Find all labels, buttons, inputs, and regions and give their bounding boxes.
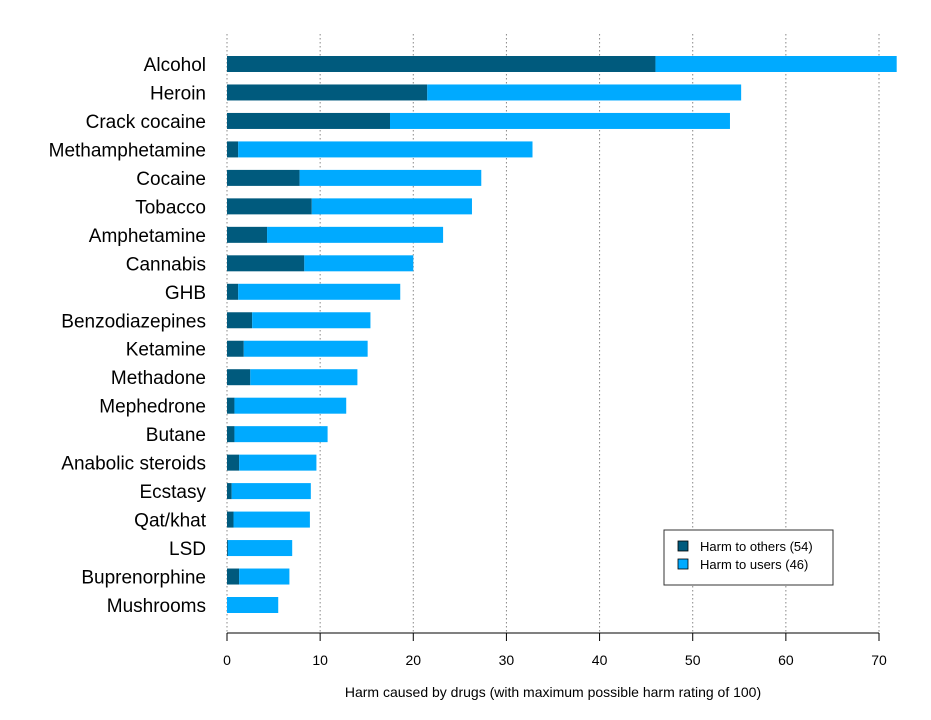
category-label: Crack cocaine	[86, 112, 206, 133]
bar-harm-to-users	[267, 226, 444, 243]
category-label: Qat/khat	[134, 511, 207, 532]
category-label: Cannabis	[126, 254, 206, 275]
bar-harm-to-users	[239, 454, 317, 471]
bar-harm-to-users	[233, 511, 310, 528]
legend-label-others: Harm to others (54)	[700, 539, 813, 554]
legend-swatch-others	[677, 540, 689, 552]
category-labels: Alcohol Heroin Crack cocaine Methamphetamin…	[49, 55, 207, 617]
bar-harm-to-users	[227, 597, 279, 613]
bar-harm-to-others	[227, 369, 251, 386]
bar-harm-to-others	[227, 540, 228, 557]
bars	[227, 56, 897, 613]
bar-harm-to-others	[227, 511, 234, 528]
bar-harm-to-others	[227, 312, 253, 329]
x-tick-label: 60	[778, 652, 794, 668]
category-label: Mushrooms	[107, 596, 206, 617]
category-label: Ketamine	[126, 340, 206, 361]
bar-harm-to-users	[655, 56, 897, 72]
bar-harm-to-users	[299, 169, 482, 186]
category-label: Amphetamine	[89, 226, 206, 247]
x-axis: 0 10 20 30 40 50 60 70	[223, 632, 887, 668]
bar-harm-to-others	[227, 56, 656, 72]
bar-harm-to-others	[227, 483, 232, 500]
bar-harm-to-others	[227, 426, 235, 443]
category-label: Alcohol	[144, 55, 206, 76]
bar-harm-to-others	[227, 112, 390, 129]
bar-harm-to-users	[311, 198, 472, 215]
x-tick-label: 70	[871, 652, 887, 668]
bar-harm-to-others	[227, 397, 235, 414]
category-label: Buprenorphine	[81, 568, 206, 589]
legend: Harm to others (54) Harm to users (46)	[663, 529, 834, 586]
category-label: Anabolic steroids	[61, 454, 206, 475]
bar-harm-to-users	[390, 112, 730, 129]
bar-harm-to-users	[239, 568, 290, 585]
bar-harm-to-users	[252, 312, 371, 329]
x-tick-label: 20	[405, 652, 421, 668]
bar-harm-to-others	[227, 226, 268, 243]
legend-box	[663, 529, 834, 586]
bar-harm-to-others	[227, 340, 244, 357]
category-label: Tobacco	[135, 197, 206, 218]
bar-harm-to-others	[227, 198, 312, 215]
category-label: Mephedrone	[99, 397, 206, 418]
x-tick-label: 30	[499, 652, 515, 668]
x-axis-label: Harm caused by drugs (with maximum possi…	[345, 684, 761, 700]
bar-harm-to-others	[227, 454, 240, 471]
bar-harm-to-users	[250, 369, 358, 386]
bar-harm-to-users	[227, 540, 293, 557]
bar-harm-to-others	[227, 568, 240, 585]
bar-harm-to-others	[227, 255, 305, 272]
bar-harm-to-others	[227, 141, 239, 158]
bar-harm-to-users	[234, 397, 347, 414]
legend-label-users: Harm to users (46)	[700, 557, 808, 572]
legend-swatch-users	[677, 558, 689, 570]
bar-harm-to-others	[227, 283, 239, 300]
x-tick-label: 40	[592, 652, 608, 668]
category-label: Heroin	[150, 83, 206, 104]
bar-harm-to-users	[234, 426, 328, 443]
bar-harm-to-users	[238, 283, 401, 300]
x-tick-label: 50	[685, 652, 701, 668]
x-tick-label: 10	[312, 652, 328, 668]
bar-harm-to-users	[304, 255, 414, 272]
category-label: Butane	[146, 425, 206, 446]
category-label: Benzodiazepines	[61, 311, 206, 332]
bar-harm-to-users	[427, 84, 742, 101]
category-label: Methadone	[111, 368, 206, 389]
bar-harm-to-others	[227, 169, 300, 186]
bar-harm-to-users	[231, 483, 311, 500]
bar-harm-to-users	[243, 340, 368, 357]
bar-harm-to-others	[227, 84, 428, 101]
bar-harm-to-users	[238, 141, 533, 158]
category-label: GHB	[165, 283, 206, 304]
x-tick-label: 0	[223, 652, 231, 668]
category-label: Ecstasy	[139, 482, 206, 503]
category-label: LSD	[169, 539, 206, 560]
category-label: Methamphetamine	[49, 140, 206, 161]
category-label: Cocaine	[136, 169, 206, 190]
